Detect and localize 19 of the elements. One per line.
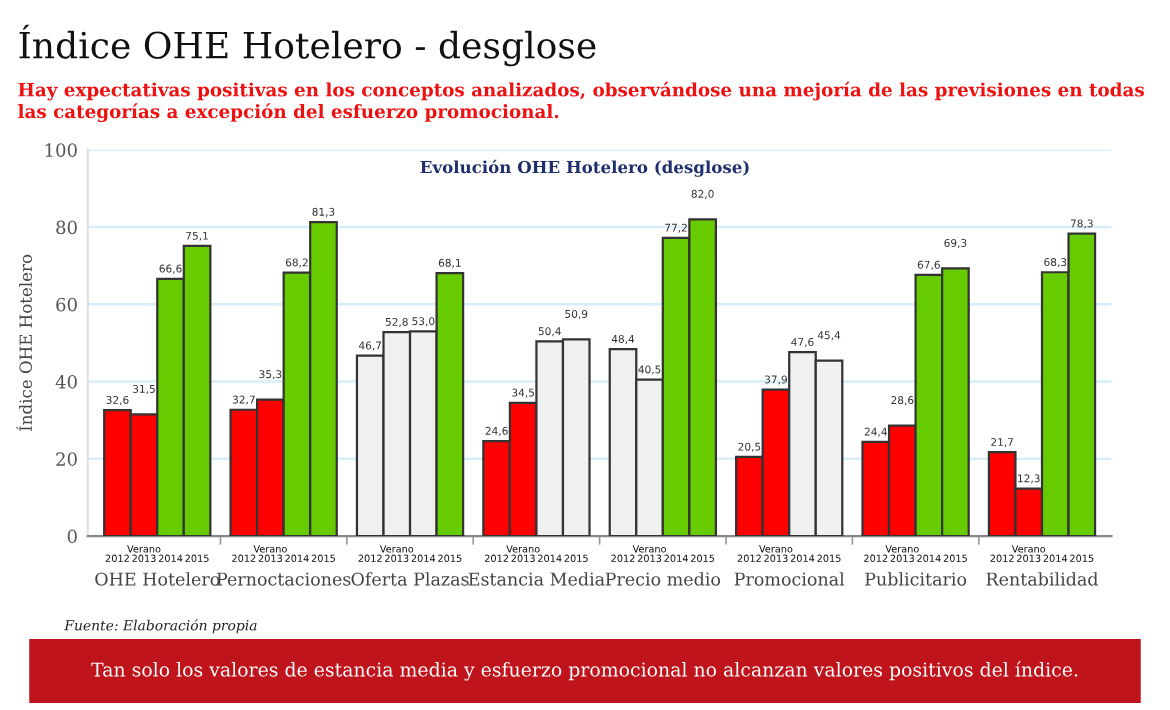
- x-tick-label: Estancia Media: [468, 572, 605, 586]
- x-tick-label: Precio medio: [605, 572, 721, 586]
- y-tick-label: 20: [56, 452, 77, 466]
- x-tick-label: OHE Hotelero: [95, 572, 220, 586]
- x-tick-label: Rentabilidad: [986, 572, 1099, 586]
- x-tick-label: Oferta Plazas: [351, 572, 469, 586]
- annotation: Evolución OHE Hotelero (desglose): [420, 159, 749, 177]
- text: Tan solo los valores de estancia media y esfuerzo promocional no alcanzan valores positivos del índice.: [91, 661, 1078, 681]
- y-axis-title: Índice OHE Hotelero: [16, 254, 32, 431]
- y-tick-label: 100: [45, 143, 77, 157]
- x-tick-label: Promocional: [734, 572, 845, 586]
- y-tick-label: 80: [56, 220, 77, 235]
- y-tick-label: 0: [67, 529, 77, 544]
- x-tick-label: Publicitario: [865, 572, 967, 586]
- y-tick-label: 60: [56, 297, 77, 312]
- y-tick-label: 40: [55, 375, 77, 389]
- chart-title: Índice OHE Hotelero - desglose: [19, 24, 596, 67]
- chart-subtitle: Hay expectativas positivas en los conceptos analizados, observándose una mejoría de las previsiones en todas las categorías a excepción del esfuerzo promocional.: [18, 81, 1144, 123]
- x-tick-label: Pernoctaciones: [216, 572, 351, 586]
